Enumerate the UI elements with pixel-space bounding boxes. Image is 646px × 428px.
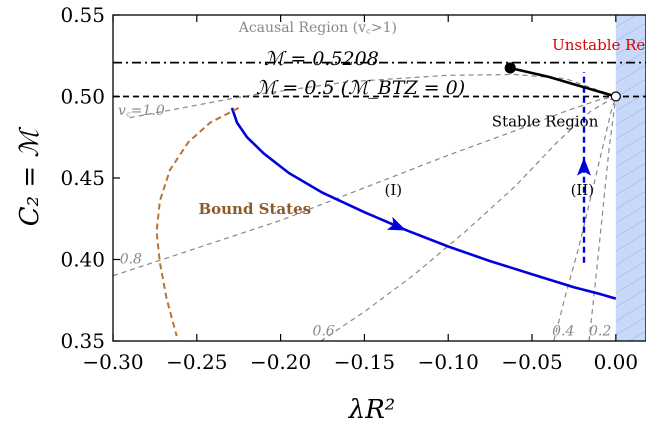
series-line-3: [509, 66, 617, 98]
hatch-line: [615, 190, 646, 210]
hatch-line: [615, 302, 646, 322]
vc-contour-3: [553, 96, 617, 341]
region-label-3: Bound States: [198, 200, 311, 218]
series-line-0: [230, 107, 617, 300]
vc-label-3: 0.4: [552, 323, 574, 339]
series: [155, 66, 617, 337]
vc-label-0: v꜀=1.0: [118, 103, 165, 119]
hatch-line: [615, 260, 646, 280]
vc-label-1: 0.8: [120, 252, 142, 268]
region-label-2: Stable Region: [492, 113, 599, 131]
vc-contours: [113, 73, 617, 341]
y-axis-label: C₂ = ℳ: [15, 127, 45, 227]
hatch-line: [615, 134, 646, 154]
annotations: ℳ = 0.5208 ℳ = 0.5 (ℳ_BTZ = 0) Acausal R…: [118, 20, 646, 339]
hatch-line: [615, 218, 646, 238]
hatch-line: [615, 15, 637, 28]
point-0: [504, 62, 516, 74]
x-axis-label: λR²: [348, 395, 395, 425]
hatch-line: [628, 330, 646, 341]
hatch-line: [615, 204, 646, 224]
y-tick-label-0: 0.35: [60, 329, 105, 353]
axes: −0.30 −0.25 −0.20 −0.15 −0.10 −0.05 0.00 0.35 0.…: [60, 3, 638, 374]
region-label-0: Acausal Region (v꜀>1): [238, 20, 397, 36]
vc-contour-0: [129, 73, 617, 119]
curve-label-0: (I): [385, 181, 403, 199]
hatch-line: [615, 120, 646, 140]
hatch-line: [615, 246, 646, 266]
shaded-region: [615, 0, 646, 419]
points: [504, 62, 621, 102]
hatch-line: [615, 162, 646, 182]
curve-label-1: (II): [571, 181, 595, 199]
x-tick-label-2: −0.20: [250, 350, 311, 374]
series-arrow-1: [576, 157, 591, 176]
hatch-line: [615, 288, 646, 308]
vc-contour-1: [113, 95, 616, 277]
x-tick-label-5: −0.05: [501, 350, 562, 374]
hatch-line: [616, 401, 646, 419]
x-tick-label-3: −0.15: [334, 350, 395, 374]
hatch-line: [615, 176, 646, 196]
hatch-line: [615, 232, 646, 252]
reference-lines: [113, 61, 646, 98]
x-tick-label-0: −0.30: [82, 350, 143, 374]
y-tick-label-1: 0.40: [60, 248, 105, 272]
hatch-line: [615, 64, 646, 84]
hatch-line: [615, 274, 646, 294]
plot-area: [113, 0, 646, 419]
x-tick-label-6: 0.00: [594, 350, 639, 374]
hatch-line: [616, 0, 646, 13]
point-1: [610, 91, 621, 102]
vc-label-2: 0.6: [312, 323, 334, 339]
vc-contour-2: [320, 95, 617, 341]
hatch-line: [615, 106, 646, 126]
plot-frame: [112, 14, 646, 342]
hline-label-lower: ℳ = 0.5 (ℳ_BTZ = 0): [256, 77, 465, 99]
series-line-2: [155, 107, 240, 337]
y-tick-label-3: 0.50: [60, 85, 105, 109]
hatch-line: [615, 316, 646, 336]
hatch-line: [615, 148, 646, 168]
hatch-line: [616, 373, 646, 391]
hatch-line: [615, 50, 646, 70]
region-label-1: Unstable Region: [552, 36, 646, 54]
vc-label-4: 0.2: [589, 323, 611, 339]
x-tick-label-4: −0.10: [418, 350, 479, 374]
hatch-line: [615, 92, 646, 112]
hatch-line: [615, 36, 646, 56]
x-tick-label-1: −0.25: [166, 350, 227, 374]
hatch-line: [615, 78, 646, 98]
y-tick-label-2: 0.45: [60, 166, 105, 190]
hline-label-upper: ℳ = 0.5208: [264, 48, 379, 70]
hatch-line: [615, 22, 646, 42]
vc-contour-4: [588, 96, 617, 341]
y-tick-label-4: 0.55: [60, 3, 105, 27]
hatch-line: [616, 387, 646, 405]
series-arrow-0: [386, 216, 407, 231]
